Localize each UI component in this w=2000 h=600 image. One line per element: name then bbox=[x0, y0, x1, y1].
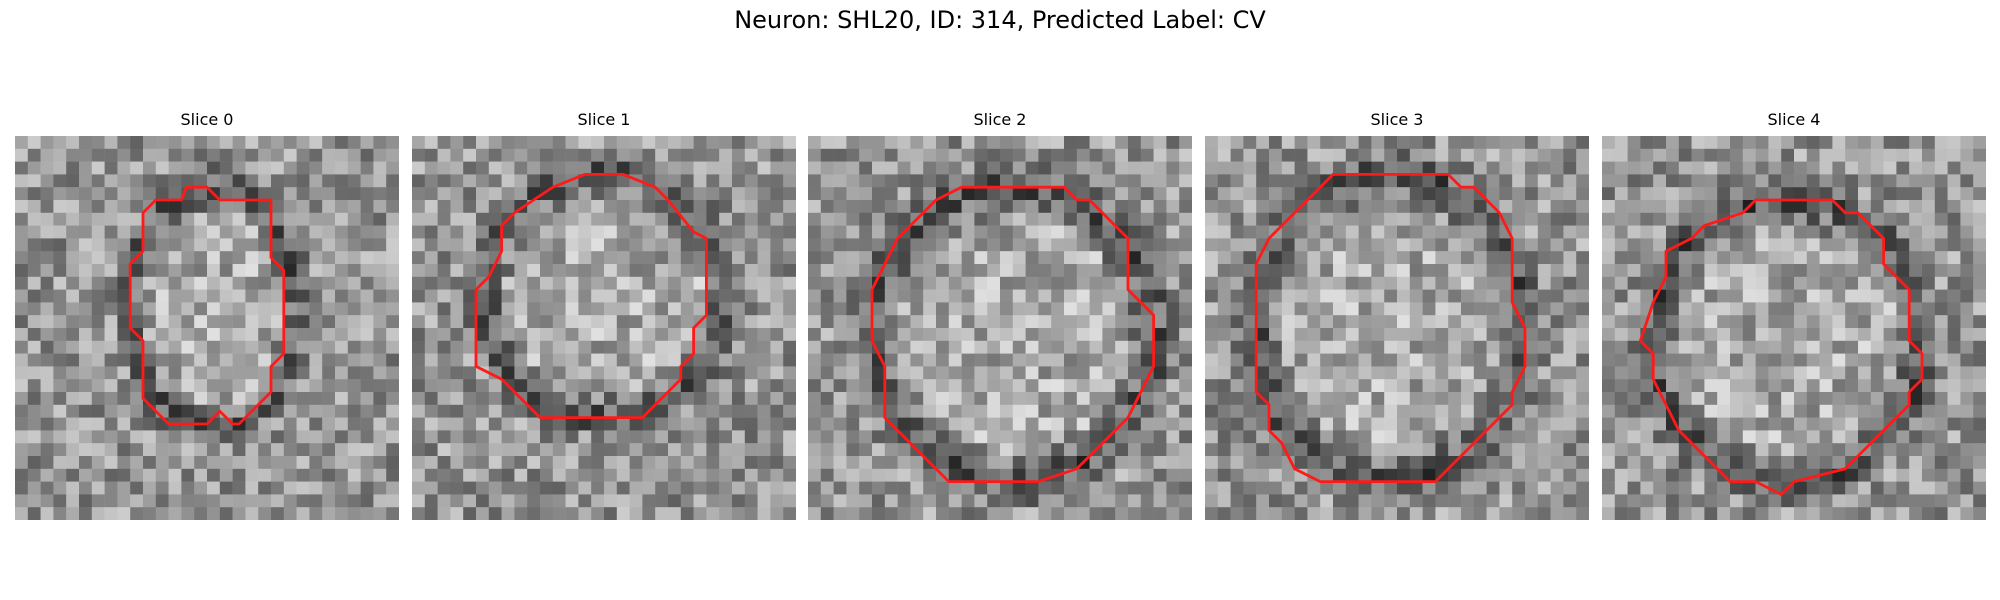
segmentation-contour-0 bbox=[128, 185, 286, 426]
slice-pixels-3 bbox=[1205, 136, 1589, 520]
slice-panel-1: Slice 1 bbox=[412, 108, 796, 520]
segmentation-contour-2 bbox=[870, 185, 1156, 484]
segmentation-contour-3 bbox=[1254, 172, 1527, 484]
slice-pixels-1 bbox=[412, 136, 796, 520]
slice-panel-2: Slice 2 bbox=[808, 108, 1192, 520]
slice-image-4 bbox=[1602, 136, 1986, 520]
slice-title-4: Slice 4 bbox=[1767, 110, 1821, 129]
slice-title-1: Slice 1 bbox=[577, 110, 631, 129]
slice-panel-0: Slice 0 bbox=[15, 108, 399, 520]
segmentation-contour-4 bbox=[1638, 198, 1924, 497]
slice-pixels-0 bbox=[15, 136, 399, 520]
segmentation-contour-1 bbox=[474, 172, 708, 420]
slice-image-0 bbox=[15, 136, 399, 520]
slice-image-2 bbox=[808, 136, 1192, 520]
slice-image-1 bbox=[412, 136, 796, 520]
slice-title-0: Slice 0 bbox=[180, 110, 234, 129]
slice-title-3: Slice 3 bbox=[1370, 110, 1424, 129]
slice-title-2: Slice 2 bbox=[973, 110, 1027, 129]
slice-pixels-2 bbox=[808, 136, 1192, 520]
slice-image-3 bbox=[1205, 136, 1589, 520]
slice-panel-4: Slice 4 bbox=[1602, 108, 1986, 520]
slice-pixels-4 bbox=[1602, 136, 1986, 520]
slice-panel-3: Slice 3 bbox=[1205, 108, 1589, 520]
figure-title: Neuron: SHL20, ID: 314, Predicted Label:… bbox=[734, 6, 1266, 34]
